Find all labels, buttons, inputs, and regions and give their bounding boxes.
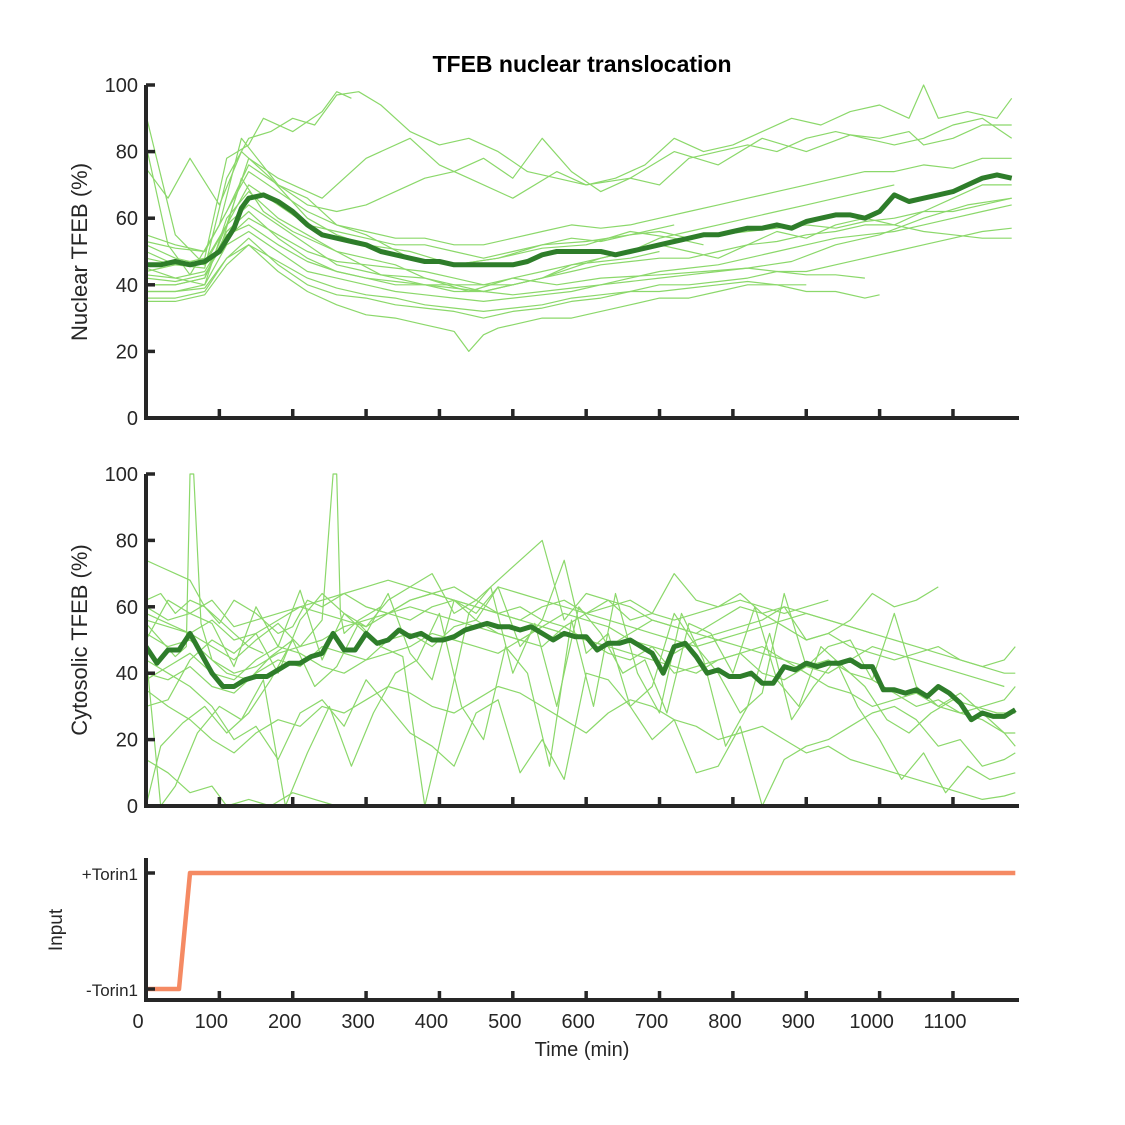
- cell-trace: [145, 184, 1012, 266]
- cytosolic-axes: 0 20 40 60 80 100: [105, 464, 1019, 818]
- mean-trace: [143, 620, 1017, 723]
- x-tick-label: 1000: [849, 1011, 894, 1033]
- cell-trace: [145, 685, 1016, 800]
- cell-trace: [146, 204, 1012, 302]
- panel-input: 0 100 200 300 400 500 600 700 800 900 1000 1100 +Tor…: [46, 858, 1019, 1061]
- input-ylabel: Input: [46, 908, 67, 951]
- x-tick-label: 0: [132, 1011, 143, 1033]
- y-tick-label: 40: [116, 663, 138, 685]
- chart-title: TFEB nuclear translocation: [432, 51, 731, 77]
- x-tick-label: 600: [561, 1011, 594, 1033]
- cell-trace: [145, 217, 1012, 286]
- nuclear-axes: 0 20 40 60 80 100: [105, 75, 1019, 430]
- panel-nuclear: 0 20 40 60 80 100 Nuclear TFEB (%): [67, 75, 1019, 430]
- cell-trace: [145, 586, 1016, 807]
- y-tick-label: 60: [116, 597, 138, 619]
- cell-trace: [145, 84, 1013, 269]
- torin1-input-line: [146, 870, 1016, 992]
- cytosolic-mean-line: [143, 620, 1017, 723]
- cell-trace: [145, 124, 1012, 266]
- panel-cytosolic: 0 20 40 60 80 100 Cytosolic TFEB (%): [67, 464, 1019, 818]
- input-axes: 0 100 200 300 400 500 600 700 800 900 1000 1100 +Tor…: [82, 858, 1019, 1033]
- y-tick-label: 0: [127, 796, 138, 818]
- cell-trace: [145, 559, 264, 654]
- y-tick-label: 40: [116, 275, 138, 297]
- x-tick-label: 400: [415, 1011, 448, 1033]
- cell-trace: [145, 157, 1012, 253]
- cell-trace: [145, 91, 352, 273]
- cell-trace: [146, 227, 1012, 319]
- y-tick-label: 20: [116, 341, 138, 363]
- axis-lines: [144, 858, 1019, 1002]
- x-tick-label: 100: [195, 1011, 228, 1033]
- cell-trace: [145, 151, 704, 266]
- y-tick-label: 20: [116, 730, 138, 752]
- x-tick-label: 300: [341, 1011, 374, 1033]
- x-tick-label: 700: [635, 1011, 668, 1033]
- x-tick-label: 800: [708, 1011, 741, 1033]
- cell-trace: [145, 473, 382, 661]
- x-tick-label: 200: [268, 1011, 301, 1033]
- input-line: [146, 870, 1016, 992]
- cell-trace: [145, 758, 359, 807]
- y-tick-label: 0: [127, 408, 138, 430]
- cytosolic-traces: [145, 473, 1016, 807]
- x-tick-label: 1100: [923, 1011, 966, 1033]
- y-tick-label: 100: [105, 75, 138, 97]
- nuclear-ylabel: Nuclear TFEB (%): [67, 163, 92, 341]
- y-tick-label: +Torin1: [82, 865, 138, 884]
- cell-trace: [145, 117, 1013, 253]
- cell-trace: [146, 210, 660, 286]
- cell-trace: [146, 244, 807, 312]
- input-xlabel: Time (min): [535, 1039, 630, 1061]
- cell-trace: [146, 244, 880, 352]
- cell-trace: [145, 559, 1016, 747]
- cell-trace: [145, 659, 1016, 807]
- y-tick-label: 80: [116, 530, 138, 552]
- nuclear-traces: [145, 84, 1013, 352]
- cell-trace: [145, 137, 675, 276]
- x-tick-label: 500: [488, 1011, 521, 1033]
- y-tick-label: 60: [116, 208, 138, 230]
- mean-trace: [146, 172, 1013, 268]
- y-tick-label: 80: [116, 142, 138, 164]
- cell-trace: [145, 606, 1016, 674]
- nuclear-mean-line: [146, 172, 1013, 268]
- cell-trace: [365, 586, 1016, 668]
- y-tick-label: -Torin1: [86, 981, 138, 1000]
- cell-trace: [145, 592, 1016, 807]
- cell-trace: [145, 224, 865, 296]
- y-tick-label: 100: [105, 464, 138, 486]
- x-tick-label: 900: [782, 1011, 815, 1033]
- cytosolic-ylabel: Cytosolic TFEB (%): [67, 544, 92, 736]
